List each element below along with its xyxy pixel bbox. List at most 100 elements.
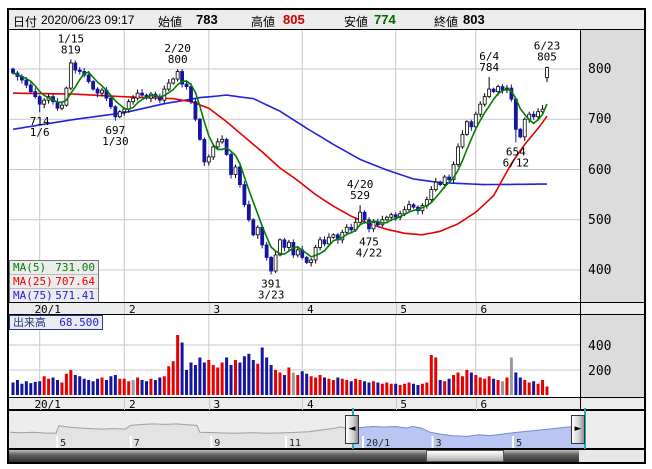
candle-body	[393, 214, 398, 218]
candle-body	[175, 71, 180, 80]
volume-bar	[492, 378, 496, 395]
price-axis: 800 700 600 500 400	[580, 29, 645, 303]
candle-body	[473, 113, 478, 128]
ma75-value: 571.41	[55, 289, 95, 302]
volume-bar	[452, 375, 456, 395]
date-axis-volume: 20/1 2 3 4 5 6	[8, 397, 581, 411]
scroll-right-button[interactable]: ►	[571, 415, 585, 444]
volume-bar	[269, 365, 273, 395]
volume-bar	[220, 362, 224, 395]
candle-body	[11, 68, 15, 74]
volume-bar	[416, 385, 420, 395]
volume-bar	[100, 377, 104, 395]
candle-body	[68, 62, 73, 89]
candle-body	[433, 181, 438, 190]
candle-body	[318, 239, 322, 248]
candle-body	[327, 236, 331, 245]
volume-bar	[425, 382, 429, 395]
ma5-legend-row: MA(5) 731.00	[10, 261, 98, 274]
volume-bar	[474, 375, 478, 395]
nav-chart[interactable]: 5 7 9 11 20/1 3 5	[9, 411, 644, 448]
volume-bar	[229, 365, 233, 395]
candle-body	[362, 211, 367, 221]
volume-bar	[514, 372, 518, 395]
candle-body	[73, 62, 78, 71]
candle-body	[367, 219, 371, 230]
high-value: 805	[283, 12, 305, 27]
candle-body	[184, 83, 189, 87]
candle-body	[464, 121, 469, 135]
candle-body	[246, 204, 251, 221]
candle-body	[344, 226, 349, 233]
candle-body	[28, 84, 33, 93]
volume-bar	[314, 377, 318, 395]
nav-label: 7	[134, 438, 140, 448]
scroll-left-button[interactable]: ◄	[345, 415, 359, 444]
nav-label-tick	[56, 436, 59, 448]
volume-bar	[42, 376, 46, 395]
price-tick: 700	[588, 112, 612, 128]
annotation-line2: 800	[168, 53, 188, 66]
volume-bar	[367, 382, 371, 395]
volume-bar	[527, 382, 531, 395]
nav-label-tick	[285, 436, 287, 448]
candle-body	[349, 226, 354, 231]
volume-bar	[87, 380, 91, 395]
scrollbar-thumb[interactable]	[426, 450, 504, 462]
date-value: 2020/06/23 09:17	[41, 13, 135, 27]
volume-legend: 出来高 68.500	[9, 315, 103, 330]
volume-bar	[501, 381, 504, 395]
volume-bar	[198, 357, 202, 395]
candle-body	[429, 189, 434, 201]
volume-bar	[131, 380, 135, 395]
ma-legend: MA(5) 731.00 MA(25) 707.64 MA(75) 571.41	[9, 260, 99, 303]
candle-body	[95, 88, 100, 94]
volume-bar	[104, 380, 108, 395]
nav-label: 9	[214, 438, 220, 448]
annotation-line1: 654	[506, 145, 526, 158]
scrollbar-track[interactable]	[9, 450, 579, 462]
nav-label-tick	[512, 436, 515, 448]
ma25-legend-row: MA(25) 707.64	[10, 274, 98, 288]
candle-body	[42, 99, 47, 105]
volume-bar	[340, 378, 344, 395]
volume-bar	[162, 376, 166, 395]
candle-body	[545, 67, 549, 78]
volume-bar	[487, 376, 491, 395]
candle-body	[117, 111, 122, 118]
candle-body	[113, 106, 118, 118]
annotation-line1: 6/4	[479, 50, 499, 63]
volume-bar	[225, 357, 229, 395]
volume-bar	[238, 362, 242, 395]
volume-bar	[69, 370, 73, 395]
date-tick: 4	[306, 398, 314, 411]
candle-body	[487, 88, 492, 98]
zoom-scrollbar[interactable]	[8, 449, 645, 463]
open-value: 783	[196, 12, 218, 27]
volume-bar	[331, 380, 335, 395]
volume-bar	[136, 377, 140, 395]
candle-body	[482, 96, 487, 105]
nav-label-tick	[431, 436, 434, 448]
volume-bar	[15, 380, 19, 395]
candle-body	[313, 246, 318, 261]
date-tick: 6	[480, 303, 488, 316]
volume-bar	[465, 370, 469, 395]
candle-body	[407, 204, 411, 211]
volume-bar	[429, 355, 433, 395]
annotation-line2: 784	[479, 61, 499, 74]
volume-chart	[9, 315, 580, 397]
candle-body	[273, 254, 278, 272]
range-navigator[interactable]: 5 7 9 11 20/1 3 5	[8, 410, 645, 449]
volume-bar	[532, 381, 536, 395]
candle-body	[60, 104, 64, 109]
volume-bar	[358, 380, 362, 395]
candle-body	[238, 166, 242, 185]
volume-bar	[20, 383, 24, 395]
volume-bar	[420, 383, 424, 395]
volume-bar	[291, 372, 295, 395]
volume-bar	[153, 380, 157, 395]
candle-body	[140, 92, 144, 96]
candle-body	[442, 176, 447, 185]
